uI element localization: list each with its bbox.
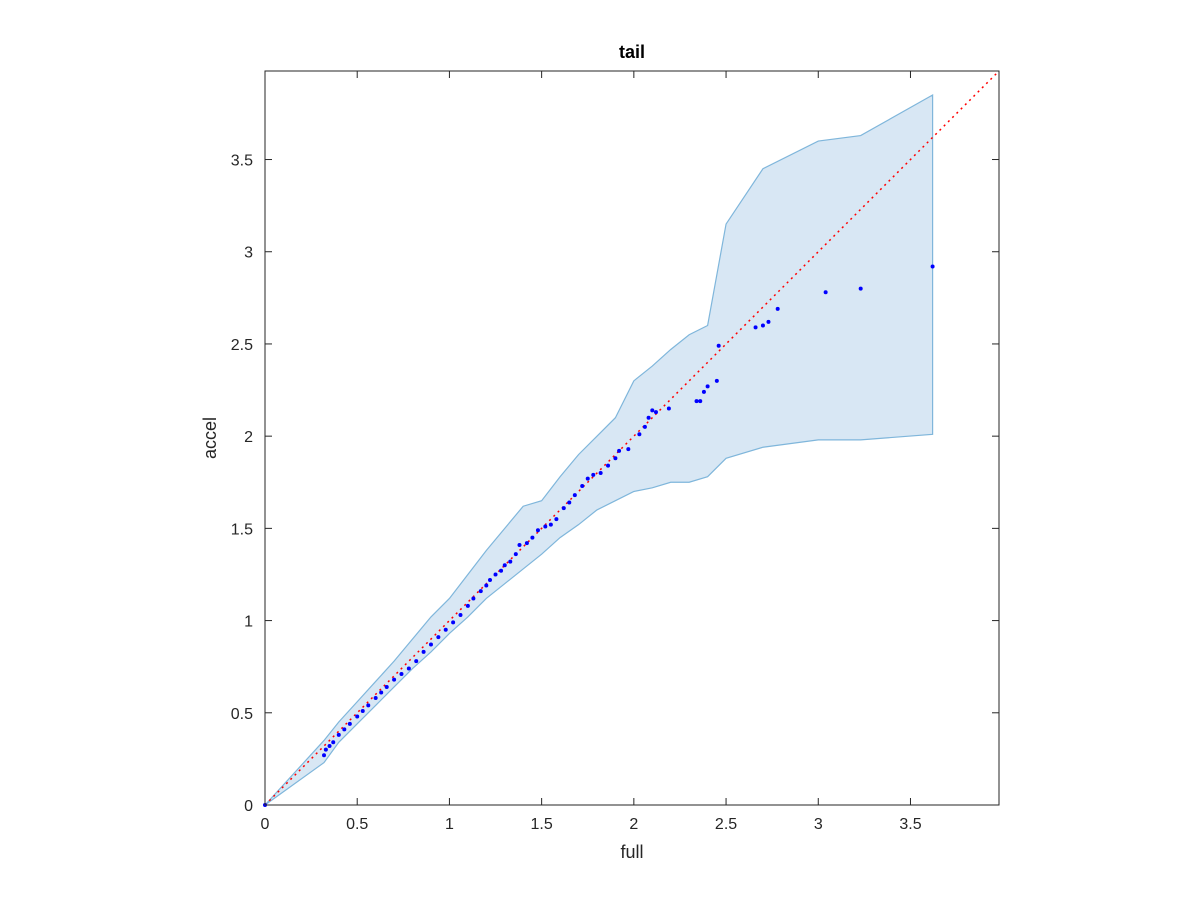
data-point xyxy=(355,714,360,719)
data-point xyxy=(421,649,426,654)
y-tick-label: 0.5 xyxy=(231,706,253,723)
data-point xyxy=(322,753,327,758)
y-tick-label: 0 xyxy=(244,798,253,815)
data-point xyxy=(471,596,476,601)
data-point xyxy=(517,542,522,547)
data-point xyxy=(347,721,352,726)
data-point xyxy=(384,684,389,689)
data-point xyxy=(753,325,758,330)
data-point xyxy=(502,563,507,568)
data-point xyxy=(360,708,365,713)
data-point xyxy=(508,559,513,564)
data-point xyxy=(561,506,566,511)
x-tick-label: 2 xyxy=(629,816,638,833)
x-tick-label: 0 xyxy=(261,816,270,833)
data-point xyxy=(543,524,548,529)
x-tick-label: 3.5 xyxy=(899,816,921,833)
reference-line-path xyxy=(264,70,1000,806)
data-point xyxy=(414,659,419,664)
data-point xyxy=(499,568,504,573)
data-point xyxy=(478,589,483,594)
data-point xyxy=(336,732,341,737)
data-point xyxy=(493,572,498,577)
data-point xyxy=(458,613,463,618)
data-point xyxy=(858,286,863,291)
data-point xyxy=(379,690,384,695)
data-point xyxy=(766,319,771,324)
data-point xyxy=(617,448,622,453)
data-point xyxy=(637,432,642,437)
data-point xyxy=(705,384,710,389)
data-point xyxy=(701,389,706,394)
data-point xyxy=(428,642,433,647)
y-tick-label: 2.5 xyxy=(231,337,253,354)
data-point xyxy=(714,378,719,383)
data-point xyxy=(642,424,647,429)
data-point xyxy=(443,627,448,632)
data-point xyxy=(585,476,590,481)
data-point xyxy=(342,727,347,732)
data-point xyxy=(650,408,655,413)
data-point xyxy=(366,703,371,708)
data-point xyxy=(716,343,721,348)
data-point xyxy=(548,522,553,527)
data-point xyxy=(323,747,328,752)
data-point xyxy=(392,677,397,682)
chart-title: tail xyxy=(619,42,645,62)
data-point xyxy=(399,672,404,677)
data-point xyxy=(554,517,559,522)
data-point xyxy=(666,406,671,411)
x-axis-ticks: 0 0.5 1 1.5 2 2.5 3 3.5 xyxy=(261,71,922,833)
data-point xyxy=(484,583,489,588)
data-point xyxy=(653,410,658,415)
y-tick-label: 1 xyxy=(244,614,253,631)
x-tick-label: 3 xyxy=(814,816,823,833)
data-point xyxy=(930,264,935,269)
x-axis-label: full xyxy=(620,842,643,862)
data-point xyxy=(331,740,336,745)
data-point xyxy=(698,399,703,404)
y-tick-label: 2 xyxy=(244,429,253,446)
data-point xyxy=(327,743,332,748)
data-points xyxy=(263,264,935,807)
x-tick-label: 0.5 xyxy=(346,816,368,833)
data-point xyxy=(524,541,529,546)
y-tick-label: 3.5 xyxy=(231,153,253,170)
axes-box xyxy=(264,70,1000,806)
data-point xyxy=(406,666,411,671)
data-point xyxy=(606,463,611,468)
data-point xyxy=(775,306,780,311)
data-point xyxy=(451,620,456,625)
x-tick-label: 1 xyxy=(445,816,454,833)
data-point xyxy=(465,603,470,608)
data-point xyxy=(513,552,518,557)
data-point xyxy=(567,500,572,505)
reference-line xyxy=(264,70,1000,806)
y-tick-label: 1.5 xyxy=(231,521,253,538)
data-point xyxy=(436,635,441,640)
data-point xyxy=(535,528,540,533)
data-point xyxy=(530,535,535,540)
data-point xyxy=(694,399,699,404)
data-point xyxy=(487,578,492,583)
y-tick-label: 3 xyxy=(244,245,253,262)
y-axis-label: accel xyxy=(200,417,220,459)
data-point xyxy=(646,415,651,420)
x-tick-label: 1.5 xyxy=(531,816,553,833)
data-point xyxy=(580,483,585,488)
data-point xyxy=(572,493,577,498)
data-point xyxy=(823,290,828,295)
data-point xyxy=(598,471,603,476)
data-point xyxy=(373,696,378,701)
data-point xyxy=(591,472,596,477)
data-point xyxy=(613,456,618,461)
y-axis-ticks: 0 0.5 1 1.5 2 2.5 3 3.5 xyxy=(231,153,999,815)
data-point xyxy=(760,323,765,328)
x-tick-label: 2.5 xyxy=(715,816,737,833)
data-point xyxy=(626,447,631,452)
